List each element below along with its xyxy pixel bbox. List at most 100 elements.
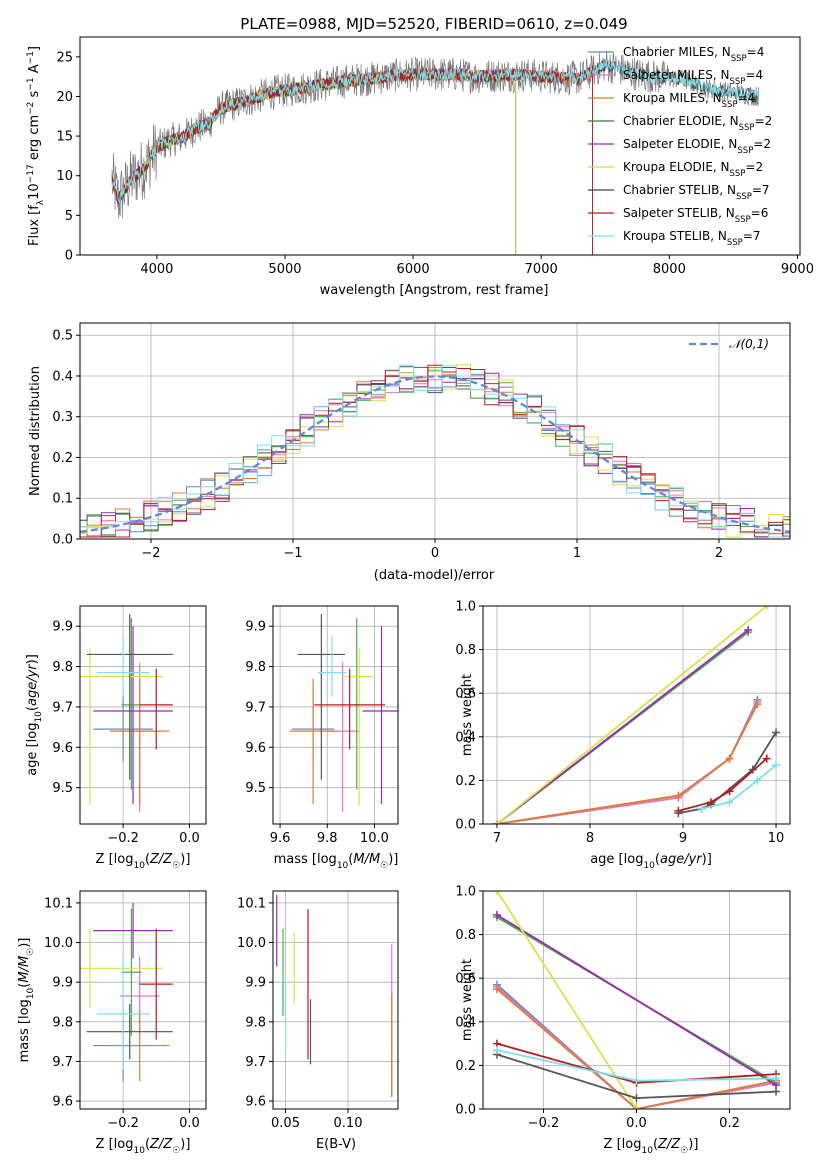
y-tick-label: 0.2: [455, 774, 476, 789]
y-tick-label: 1.0: [455, 600, 476, 615]
x-tick-label: 8: [586, 831, 594, 846]
y-tick-label: 0.4: [455, 730, 476, 745]
x-tick-label: −0.2: [107, 1116, 139, 1131]
mass-vs-ebv-frame-group: [272, 890, 399, 1110]
weight-marker: [492, 985, 501, 994]
residual-histogram: [80, 364, 790, 538]
legend-entry: Chabrier ELODIE, NSSP=2: [623, 114, 772, 133]
y-tick-label: 9.8: [52, 1015, 73, 1030]
figure-title: PLATE=0988, MJD=52520, FIBERID=0610, z=0…: [240, 15, 627, 33]
y-axis-label: mass [log10(M/M☉)]: [17, 938, 36, 1063]
y-tick-label: 9.8: [245, 660, 266, 675]
x-tick-label: 10.0: [360, 831, 389, 846]
residuals-plot-area: [80, 364, 790, 538]
y-tick-label: 9.8: [245, 1015, 266, 1030]
residuals-axes: −2 −1 0 1 2 0.0 0.1 0.2 0.3 0.4 0.5 𝒩(0,1) (data-mod…: [28, 322, 791, 583]
weight-line: [496, 891, 638, 1109]
spectrum-plot-area: [111, 50, 760, 255]
weight-vs-age-plot-area: [492, 606, 781, 824]
x-axis-label: age [log10(age/yr)]: [590, 852, 712, 871]
weight-marker: [674, 791, 683, 800]
x-tick-label: 0: [431, 546, 439, 561]
x-tick-label: 8000: [653, 262, 686, 277]
legend-entry: Salpeter STELIB, NSSP=6: [623, 206, 768, 225]
y-tick-label: 0.4: [52, 369, 73, 384]
weight-vs-age-frame-group: [482, 605, 791, 825]
spectrum-frame: [79, 36, 801, 256]
weight-vs-Z-axes: −0.2 0.0 0.2 0.0 0.2 0.4 0.6 0.8 1.0 Z [log10(Z/Z…: [455, 885, 791, 1156]
x-tick-label: 6000: [397, 262, 430, 277]
model-spectrum-line: [111, 66, 593, 255]
residuals-frame: [79, 322, 791, 540]
residual-histogram: [80, 367, 790, 538]
age-vs-mass-frame: [272, 605, 399, 825]
y-tick-label: 0.2: [52, 451, 73, 466]
mass-vs-Z-plot-area: [80, 902, 173, 1082]
residuals-frame-group: 𝒩(0,1): [79, 322, 791, 540]
mass-vs-Z-axes: −0.2 0.0 9.6 9.7 9.8 9.9 10.0 10.1 Z [log10(Z/Z☉…: [17, 890, 207, 1156]
y-tick-label: 25: [56, 50, 73, 65]
weight-line: [496, 986, 777, 1109]
age-vs-mass-axes: 9.6 9.8 10.0 9.5 9.6 9.7 9.8 9.9 mass [log10(M/M…: [245, 605, 399, 871]
y-tick-label: 0.2: [455, 1059, 476, 1074]
x-tick-label: 0.05: [271, 1116, 300, 1131]
weight-line: [496, 914, 777, 1086]
weight-marker: [632, 1094, 641, 1103]
weight-marker: [772, 1074, 781, 1083]
weight-marker: [772, 761, 781, 770]
weight-vs-Z-frame-group: [482, 890, 791, 1110]
model-spectrum-line: [111, 67, 593, 255]
weight-vs-Z-frame: [482, 890, 791, 1110]
x-axis-label: E(B-V): [316, 1137, 356, 1152]
weight-marker: [632, 1076, 641, 1085]
mass-vs-Z-frame-group: [79, 890, 207, 1110]
weight-marker: [492, 820, 501, 824]
weight-line: [496, 988, 777, 1109]
y-tick-label: 10.0: [44, 936, 73, 951]
weight-marker: [706, 798, 715, 807]
model-spectrum-line: [111, 67, 593, 255]
y-tick-label: 0.4: [455, 1015, 476, 1030]
y-tick-label: 20: [56, 90, 73, 105]
x-tick-label: 7000: [525, 262, 558, 277]
y-tick-label: 9.7: [52, 1055, 73, 1070]
y-tick-label: 9.5: [245, 781, 266, 796]
x-tick-label: 9000: [781, 262, 814, 277]
mass-vs-ebv-axes: 0.05 0.10 9.6 9.7 9.8 9.9 10.0 10.1 E(B-V): [237, 890, 399, 1152]
legend-entry: Chabrier STELIB, NSSP=7: [623, 183, 770, 202]
age-vs-mass-plot-area: [289, 614, 398, 812]
x-tick-label: 7: [493, 831, 501, 846]
weight-line: [678, 731, 777, 814]
weight-marker: [772, 728, 781, 737]
mass-vs-ebv-frame: [272, 890, 399, 1110]
weight-marker: [725, 754, 734, 763]
weight-marker: [492, 1046, 501, 1055]
x-tick-label: −0.2: [107, 831, 139, 846]
x-axis-label: mass [log10(M/M☉)]: [274, 852, 399, 871]
weight-line: [496, 703, 759, 824]
x-tick-label: 9.6: [270, 831, 291, 846]
spectrum-frame-group: Chabrier MILES, NSSP=4 Salpeter MILES, NS…: [79, 36, 801, 256]
y-tick-label: 5: [65, 209, 73, 224]
y-tick-label: 9.7: [52, 700, 73, 715]
y-tick-label: 0: [65, 249, 73, 264]
x-axis-label: Z [log10(Z/Z☉)]: [96, 852, 191, 871]
weight-marker: [697, 804, 706, 813]
legend-entry: Kroupa MILES, NSSP=4: [623, 91, 755, 110]
y-tick-label: 0.1: [52, 492, 73, 507]
weight-vs-Z-plot-area: [492, 891, 781, 1109]
age-vs-Z-axes: −0.2 0.0 9.5 9.6 9.7 9.8 9.9 Z [log10(Z/Z☉)] age…: [25, 605, 207, 871]
normal-reference-curve: [80, 375, 790, 534]
y-tick-label: 9.9: [52, 976, 73, 991]
y-tick-label: 0.0: [52, 533, 73, 548]
weight-line: [496, 629, 749, 824]
weight-marker: [753, 776, 762, 785]
weight-vs-age-axes: 7 8 9 10 0.0 0.2 0.4 0.6 0.8 1.0 age [log10(age/yr…: [455, 600, 791, 871]
age-vs-Z-frame: [79, 605, 207, 825]
x-tick-label: 0.10: [334, 1116, 363, 1131]
legend-entry: Salpeter MILES, NSSP=4: [623, 68, 763, 87]
legend-entry: Salpeter ELODIE, NSSP=2: [623, 137, 771, 156]
x-tick-label: 4000: [140, 262, 173, 277]
x-tick-label: 1: [573, 546, 581, 561]
